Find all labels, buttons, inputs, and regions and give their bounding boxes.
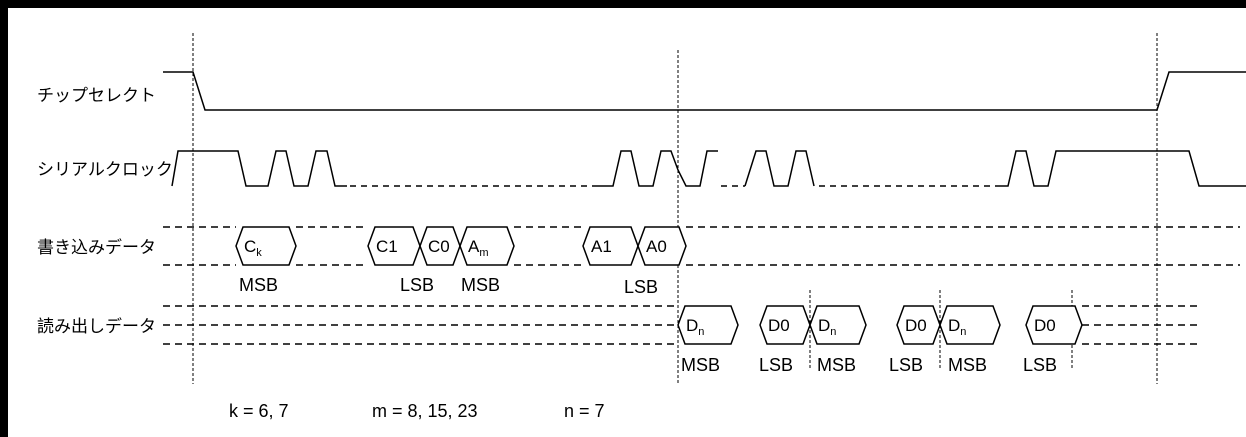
write-data-cell-6: A0: [637, 226, 687, 266]
write-data-cell-1: Ck: [235, 226, 297, 266]
read-data-cell-subscript: n: [698, 326, 704, 338]
write-annotation-msb-2: MSB: [461, 275, 500, 295]
write-data-cell-outline: [235, 226, 297, 266]
read-annotation-msb-1: MSB: [681, 355, 720, 375]
write-data-cell-5: A1: [582, 226, 639, 266]
write-data-cell-3: C0: [419, 226, 461, 266]
write-data-cell-label: A1: [591, 237, 612, 256]
serial-clock-waveform: [171, 150, 1246, 187]
write-data-cell-subscript: k: [256, 247, 262, 259]
read-data-cell-outline: [939, 305, 1001, 345]
signal-label-chip-select: チップセレクト: [37, 86, 156, 105]
write-data-cell-outline: [637, 226, 687, 266]
read-data-cell-label: D0: [768, 316, 790, 335]
write-data-cell-subscript: m: [479, 247, 488, 259]
read-data-bus: [163, 305, 1200, 345]
write-data-cell-label: C0: [428, 237, 450, 256]
write-annotation-lsb-2: LSB: [624, 277, 658, 297]
write-data-cells: Ck C1 C0 Am A1 A0: [235, 226, 687, 266]
read-data-cell-1: Dn: [677, 305, 739, 345]
write-annotation-msb-1: MSB: [239, 275, 278, 295]
note-k-values: k = 6, 7: [229, 401, 289, 421]
read-data-cell-3: Dn: [809, 305, 867, 345]
read-data-cell-label: D0: [905, 316, 927, 335]
write-data-cell-label: C1: [376, 237, 398, 256]
read-data-cell-5: Dn: [939, 305, 1001, 345]
read-data-cell-outline: [677, 305, 739, 345]
read-annotation-lsb-3: LSB: [1023, 355, 1057, 375]
read-data-cell-6: D0: [1025, 305, 1083, 345]
signal-label-read-data: 読み出しデータ: [37, 316, 156, 336]
write-data-bus: [163, 226, 1240, 266]
write-data-cell-2: C1: [367, 226, 421, 266]
note-n-values: n = 7: [564, 401, 605, 421]
read-data-cell-2: D0: [759, 305, 811, 345]
read-data-cell-label: D0: [1034, 316, 1056, 335]
read-data-cell-subscript: n: [960, 326, 966, 338]
read-data-cell-subscript: n: [830, 326, 836, 338]
read-data-cell-4: D0: [896, 305, 941, 345]
read-annotation-msb-2: MSB: [817, 355, 856, 375]
read-annotation-lsb-2: LSB: [889, 355, 923, 375]
read-annotation-lsb-1: LSB: [759, 355, 793, 375]
write-data-cell-label: A0: [646, 237, 667, 256]
write-annotation-lsb-1: LSB: [400, 275, 434, 295]
signal-label-serial-clock: シリアルクロック: [37, 160, 173, 179]
write-data-cell-4: Am: [459, 226, 515, 266]
write-data-cell-outline: [459, 226, 515, 266]
note-m-values: m = 8, 15, 23: [372, 401, 478, 421]
chip-select-waveform: [163, 71, 1246, 111]
timing-diagram: チップセレクト シリアルクロック 書き込みデータ 読み出しデータ: [37, 33, 1246, 421]
signal-label-write-data: 書き込みデータ: [37, 237, 156, 257]
read-data-cell-outline: [809, 305, 867, 345]
read-data-cells: Dn D0 Dn D0 Dn D0: [677, 305, 1083, 345]
read-annotation-msb-3: MSB: [948, 355, 987, 375]
read-data-cell-outline: [1025, 305, 1083, 345]
